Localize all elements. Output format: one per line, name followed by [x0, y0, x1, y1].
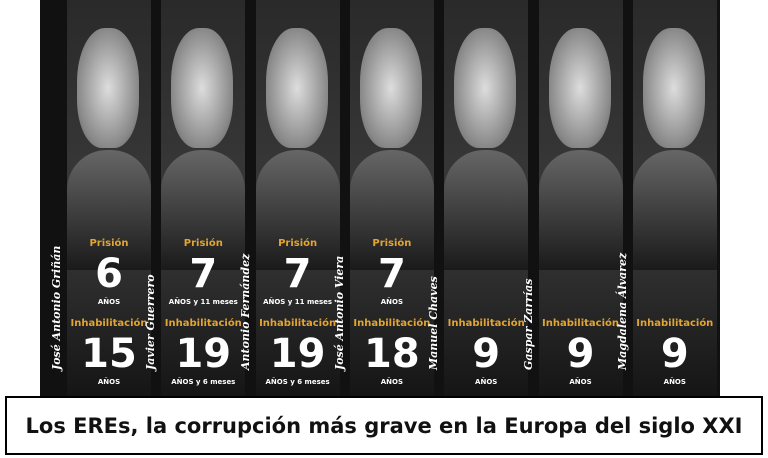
ban-unit: AÑOS	[569, 378, 592, 386]
portrait-body	[67, 150, 151, 270]
ban-unit: AÑOS	[475, 378, 498, 386]
portrait-body	[161, 150, 246, 270]
portrait-body	[632, 150, 717, 270]
prison-years: 7	[283, 251, 312, 297]
prison-years: 7	[377, 251, 406, 297]
prison-unit: AÑOS y 11 meses	[263, 298, 333, 306]
person-column: Inhabilitación 9 AÑOS	[632, 0, 717, 396]
prison-unit: AÑOS y 11 meses	[168, 298, 238, 306]
ban-label: Inhabilitación	[353, 318, 431, 329]
portrait-body	[255, 150, 340, 270]
person-name: Antonio Fernández	[238, 253, 252, 370]
ban-label: Inhabilitación	[259, 318, 337, 329]
person-name: José Antonio Griñán	[50, 245, 63, 370]
person-name: Magdalena Álvarez	[615, 252, 629, 370]
ban-unit: AÑOS	[380, 378, 404, 386]
prison-label: Prisión	[278, 238, 318, 249]
person-name: Gaspar Zarrías	[521, 278, 535, 370]
ban-label: Inhabilitación	[70, 318, 148, 329]
ban-unit: AÑOS	[97, 378, 121, 386]
portrait	[548, 28, 611, 148]
ban-years: 19	[269, 331, 326, 377]
ban-label: Inhabilitación	[164, 318, 242, 329]
prison-years: 7	[189, 251, 218, 297]
ban-years: 9	[566, 331, 595, 377]
ban-label: Inhabilitación	[447, 318, 525, 329]
portrait	[642, 28, 705, 148]
person-name: Javier Guerrero	[144, 274, 158, 370]
ban-label: Inhabilitación	[636, 318, 714, 329]
portrait-body	[349, 150, 434, 270]
person-column: Inhabilitación 9 AÑOS	[538, 0, 623, 396]
portrait	[265, 28, 328, 148]
ban-years: 9	[660, 331, 689, 377]
person-column: Prisión 7 AÑOS Inhabilitación 18 AÑOS	[349, 0, 434, 396]
person-column: Prisión 6 AÑOS Inhabilitación 15 AÑOS	[67, 0, 151, 396]
portrait	[454, 28, 517, 148]
ban-unit: AÑOS	[663, 378, 686, 386]
caption: Los EREs, la corrupción más grave en la …	[5, 396, 763, 455]
ban-years: 18	[364, 331, 420, 377]
prison-years: 6	[95, 251, 123, 297]
prison-label: Prisión	[89, 238, 129, 249]
person-column: Inhabilitación 9 AÑOS	[444, 0, 529, 396]
portrait	[359, 28, 422, 148]
prison-unit: AÑOS	[380, 298, 404, 306]
portrait-body	[538, 150, 623, 270]
prison-label: Prisión	[372, 238, 412, 249]
prison-unit: AÑOS	[97, 298, 121, 306]
person-column: Prisión 7 AÑOS y 11 meses Inhabilitación 19 A…	[255, 0, 340, 396]
ban-years: 9	[472, 331, 501, 377]
person-column: Prisión 7 AÑOS y 11 meses Inhabilitación 19 A…	[161, 0, 246, 396]
ban-label: Inhabilitación	[541, 318, 620, 329]
person-name: Manuel Chaves	[427, 276, 441, 370]
portrait	[171, 28, 234, 148]
ban-unit: AÑOS y 6 meses	[265, 378, 330, 386]
person-name: José Antonio Viera	[332, 255, 346, 370]
ban-years: 19	[175, 331, 232, 377]
portrait	[77, 28, 139, 148]
prison-label: Prisión	[183, 238, 223, 249]
ban-unit: AÑOS y 6 meses	[171, 378, 236, 386]
portrait-body	[444, 150, 529, 270]
ban-years: 15	[81, 331, 137, 377]
